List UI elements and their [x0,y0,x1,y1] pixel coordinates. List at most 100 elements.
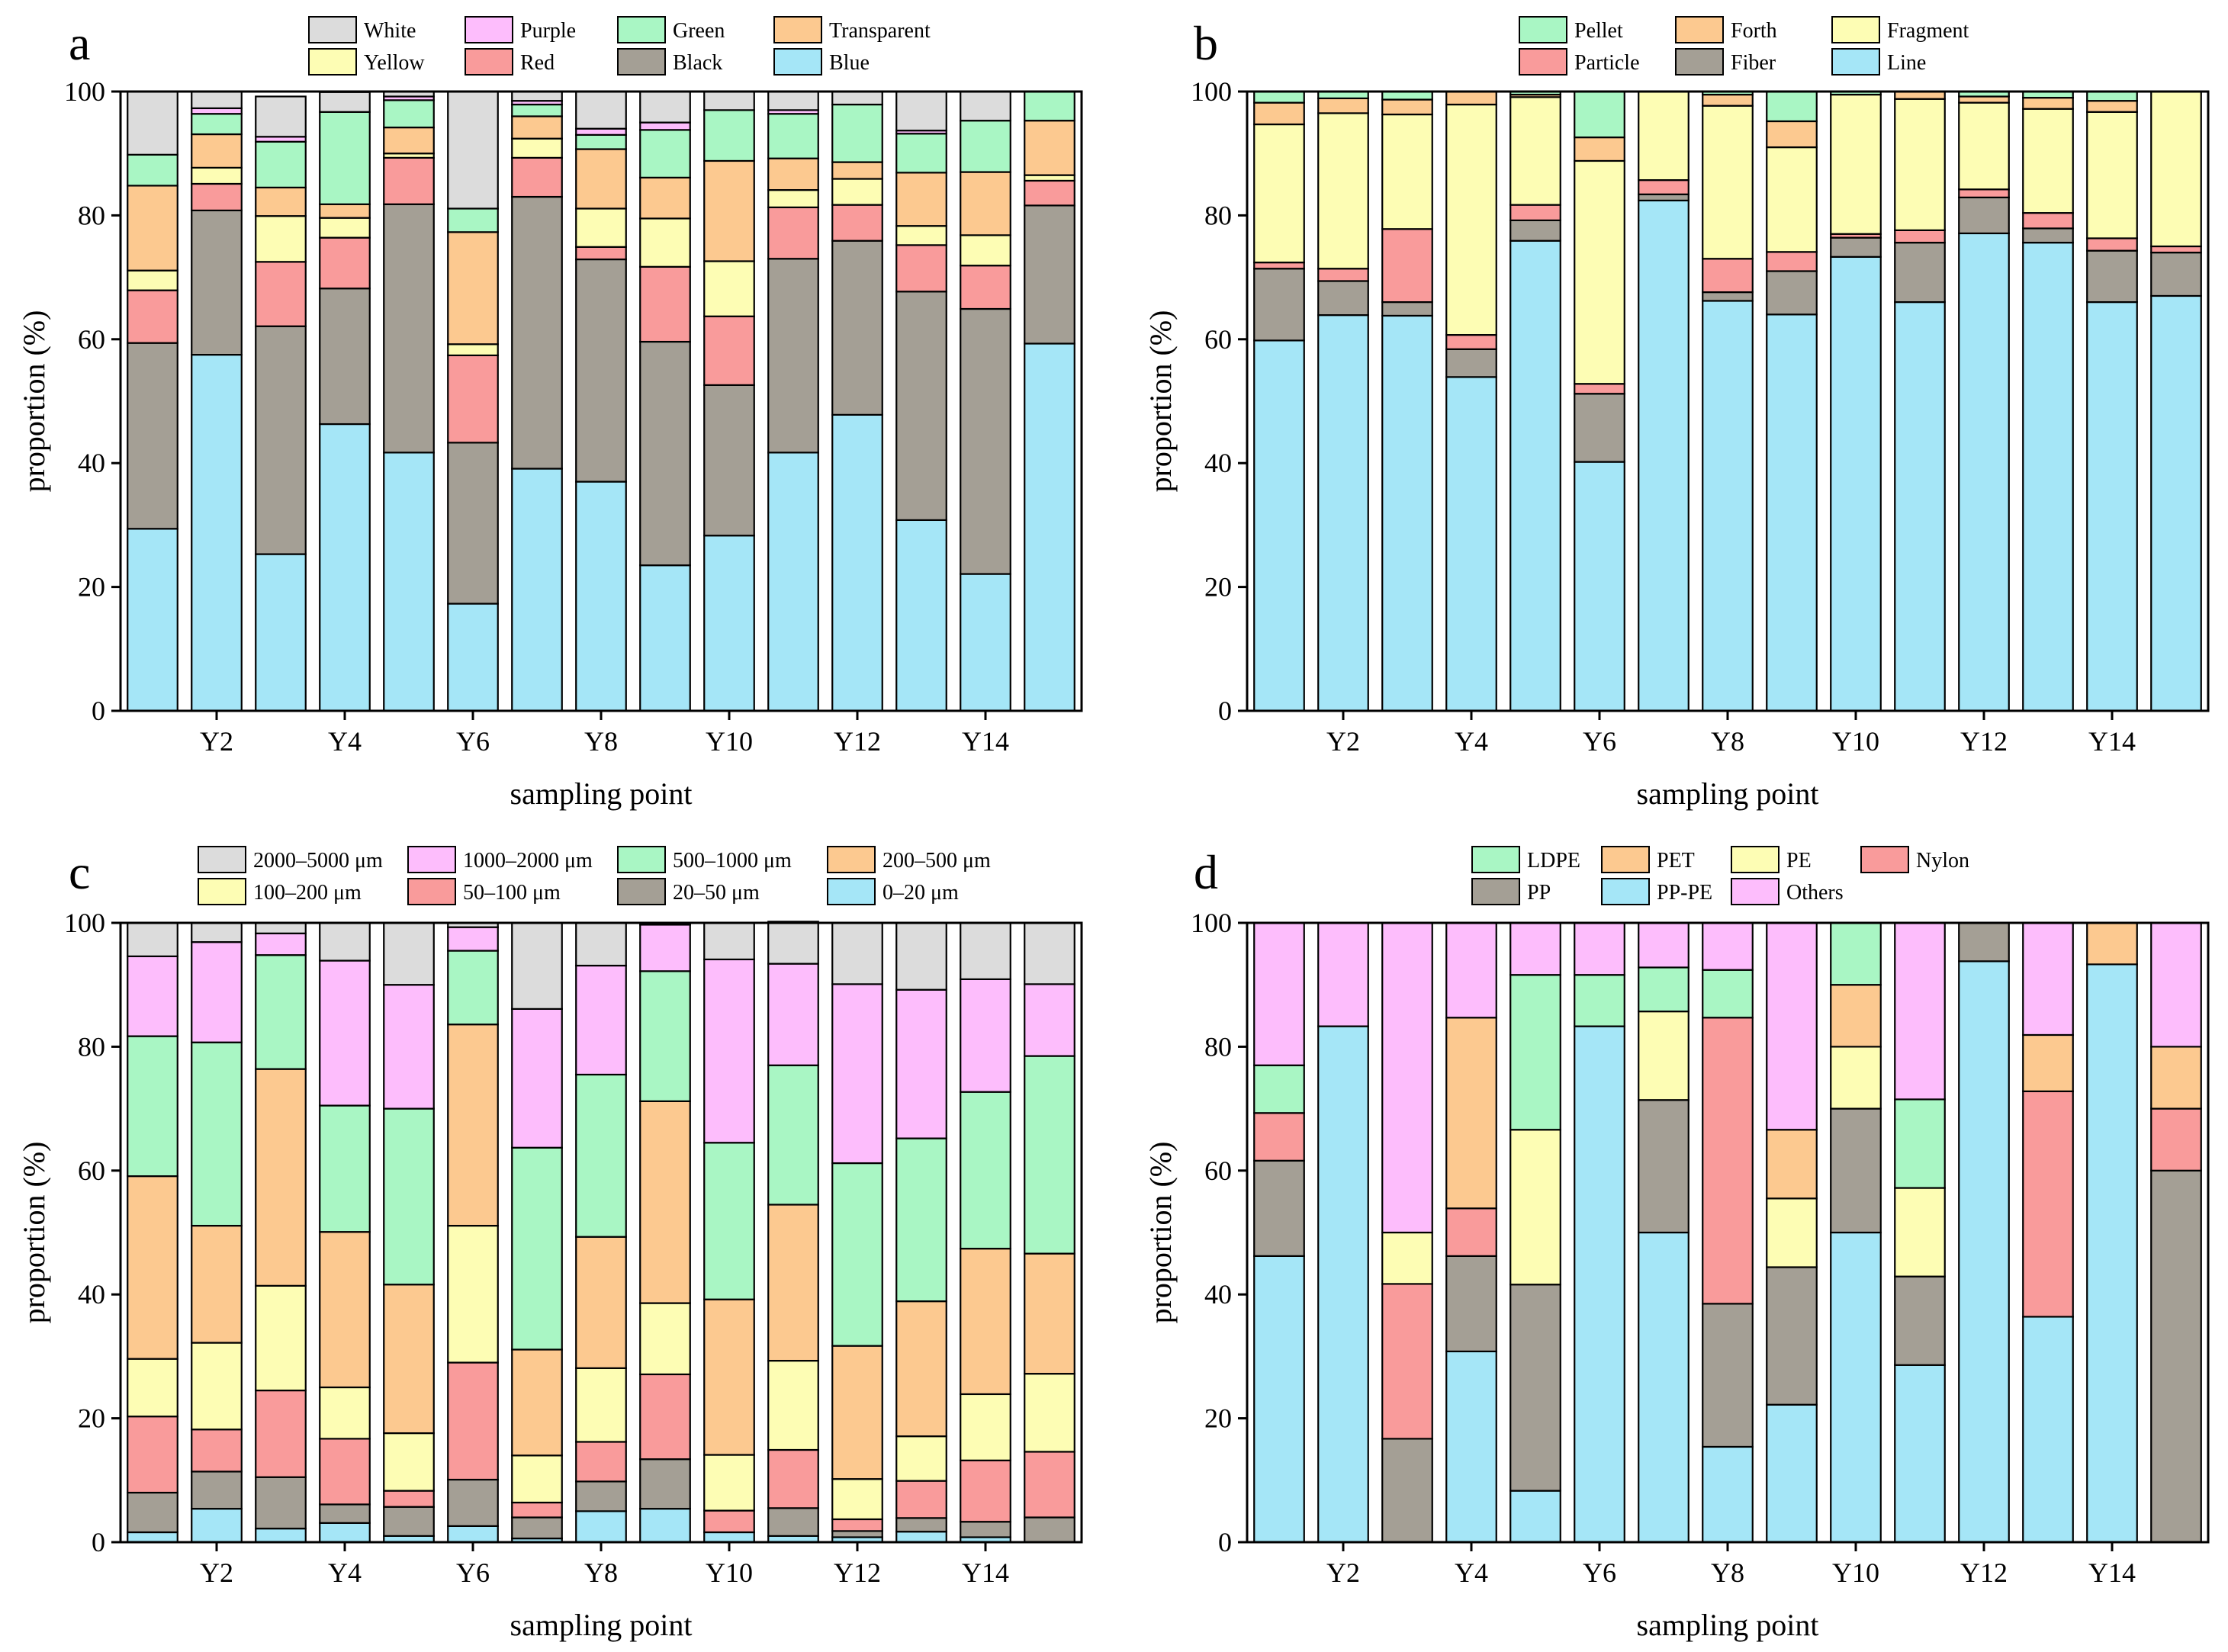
bar-segment [831,239,883,416]
bar-segment [703,1531,755,1544]
legend-swatch [827,846,876,873]
bar-segment [1958,232,2010,712]
bar-segment [1894,301,1946,712]
bar-segment [703,1298,755,1456]
bar-segment [767,1448,819,1509]
bar-segment [1509,96,1561,206]
legend-label: Nylon [1916,849,1969,873]
bar-segment [1317,280,1369,317]
bar-segment [255,215,307,263]
bar-segment [1317,921,1369,1027]
bar-segment [1381,1231,1433,1285]
bar-segment [1509,921,1561,976]
bar-segment [703,109,755,162]
bar-segment [895,172,947,227]
y-axis-title: proportion (%) [1143,310,1178,493]
bar-segment [960,120,1011,173]
bar-segment [447,603,499,712]
legend-label: PP [1527,881,1551,905]
x-tick-label: Y8 [584,1557,618,1588]
x-tick-label: Y12 [1960,1557,2008,1588]
legend-label: PE [1786,849,1812,873]
bar-segment [575,1441,627,1483]
bar-segment [575,1367,627,1443]
bar-segment [383,156,435,205]
x-tick-label: Y8 [1711,726,1744,757]
y-tick-label: 40 [1204,448,1232,478]
bar-segment [831,1478,883,1521]
bar-segment [2022,921,2074,1037]
y-tick-label: 20 [78,1403,105,1434]
legend-label: Transparent [829,19,931,43]
bar-segment [895,1480,947,1519]
bar-segment [895,1300,947,1438]
legend-label: PP-PE [1657,881,1712,905]
bar-segment [1766,313,1818,712]
bar-segment [767,921,819,965]
bar-segment [383,1490,435,1508]
bar-segment [960,90,1011,122]
y-tick-label: 80 [1204,200,1232,230]
y-tick-label: 100 [64,76,105,107]
bar-segment [511,1501,563,1519]
bar-segment [1253,268,1305,342]
legend-swatch [1675,48,1724,76]
legend-swatch [1675,16,1724,43]
bar-segment [1702,300,1754,712]
bar-segment [255,954,307,1070]
bar-segment [1509,1129,1561,1286]
x-tick-label: Y14 [2088,1557,2136,1588]
y-tick-label: 0 [1218,1527,1232,1557]
bar-segment [767,1359,819,1451]
bar-segment [639,90,691,124]
bar-segment [191,113,243,136]
bar-segment [1894,1275,1946,1366]
bar-segment [447,926,499,952]
bar-segment [319,203,371,219]
bar-segment [831,1530,883,1538]
bar-segment [511,1454,563,1504]
bar-segment [1702,1303,1754,1448]
panel-letter: b [1194,16,1218,70]
bar-segment [511,1348,563,1457]
bar-segment [511,156,563,198]
bar-segment [319,91,371,113]
y-tick-label: 100 [64,908,105,938]
legend-label: White [364,19,416,43]
bar-segment [575,133,627,150]
x-axis-title: sampling point [510,776,693,811]
bar-segment [447,343,499,357]
legend-label: Yellow [364,51,425,75]
bar-segment [1638,966,1689,1013]
y-tick-label: 20 [78,572,105,603]
x-tick-label: Y10 [706,726,753,757]
bar-segment [767,452,819,712]
chart-panel-a: a 0 20 40 60 80 100 Y2 Y4 Y6 Y8 Y10 Y12 Y14 sampling p… [17,16,1083,811]
legend-swatch [1519,48,1567,76]
bar-segment [2086,111,2138,239]
bar-segment [127,289,178,344]
y-tick-label: 0 [92,1527,105,1557]
bar-segment [255,95,307,138]
bar-segment [255,140,307,188]
bar-segment [191,1429,243,1473]
bar-segment [2086,963,2138,1544]
bar-segment [1253,921,1305,1066]
bar-segment [511,468,563,712]
bar-segment [127,269,178,291]
bar-segment [1024,1451,1075,1519]
bar-segment [960,234,1011,267]
bar-segment [960,307,1011,575]
bar-segment [511,90,563,102]
bar-segment [1574,461,1625,712]
bar-segment [447,1024,499,1227]
bar-segment [703,159,755,262]
bar-segment [2150,90,2202,248]
bar-segment [1574,90,1625,139]
bar-segment [1024,342,1075,712]
bar-segment [575,246,627,261]
legend: 2000–5000 μm 1000–2000 μm 500–1000 μm 200–5… [198,846,991,905]
bar-segment [2086,100,2138,113]
bar-segment [447,950,499,1026]
bar-segment [1958,101,2010,191]
